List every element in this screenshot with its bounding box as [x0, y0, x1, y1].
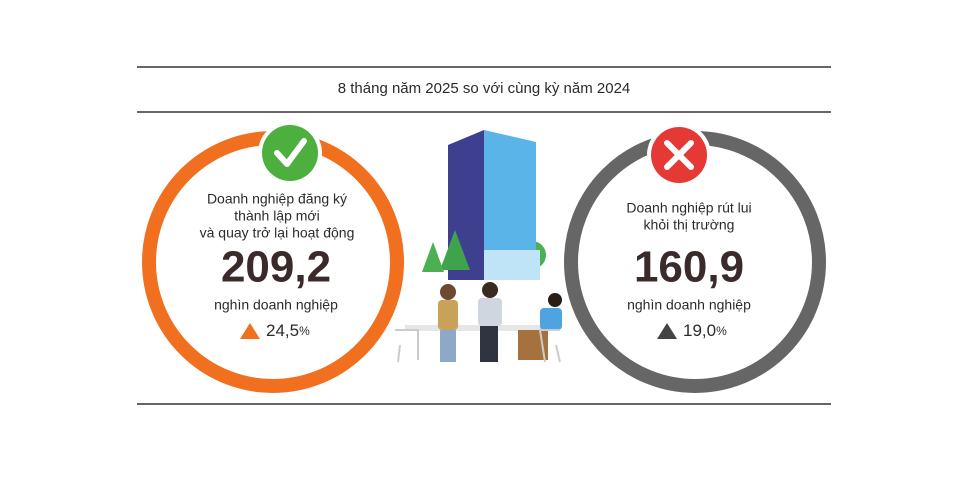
up-triangle — [240, 323, 260, 339]
check-icon — [262, 125, 318, 181]
header-title: 8 tháng năm 2025 so với cùng kỳ năm 2024 — [338, 80, 631, 97]
label: và quay trở lại hoạt động — [200, 225, 355, 241]
check-mark — [274, 138, 307, 167]
value: 209,2 — [221, 243, 331, 292]
change-unit: % — [716, 324, 727, 338]
label: thành lập mới — [234, 208, 319, 224]
change-value: 24,5 — [266, 321, 299, 340]
change-value: 19,0 — [683, 321, 716, 340]
illustration — [395, 130, 562, 363]
label: Doanh nghiệp rút lui — [626, 200, 751, 216]
unit: nghìn doanh nghiệp — [627, 297, 751, 313]
change: 19,0% — [683, 321, 727, 340]
change-unit: % — [299, 324, 310, 338]
label: khỏi thị trường — [644, 217, 735, 233]
up-triangle — [657, 323, 677, 339]
label: Doanh nghiệp đăng ký — [207, 191, 347, 207]
change: 24,5% — [266, 321, 310, 340]
value: 160,9 — [634, 243, 744, 292]
x-mark — [664, 140, 694, 170]
unit: nghìn doanh nghiệp — [214, 297, 338, 313]
